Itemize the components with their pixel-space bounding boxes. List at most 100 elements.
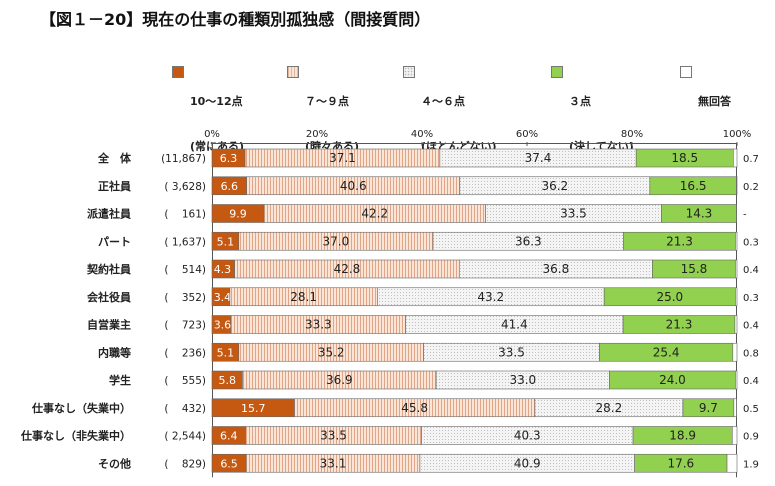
value-label: 18.9 [669,429,696,443]
bar-no-answer [735,232,737,250]
bar-no-answer [735,371,737,389]
bar-no-answer [727,454,737,472]
category-label: 会社役員 [87,290,131,304]
value-label: 16.5 [680,179,707,193]
sample-size-label: ( 829) [164,458,206,470]
value-label: 14.3 [686,207,713,221]
no-answer-label: 0.2 [743,182,759,193]
bar-no-answer [733,149,737,167]
value-label: 33.3 [305,318,332,332]
value-label: 28.2 [596,401,623,415]
sample-size-label: ( 514) [164,264,206,276]
bar-no-answer [736,177,737,195]
category-label: 正社員 [98,179,131,193]
value-label: 42.8 [334,262,361,276]
value-label: 21.3 [666,234,693,248]
chart: 【図１－20】現在の仕事の種類別孤独感（間接質問） 10～12点 (常にある) … [0,0,775,486]
value-label: 24.0 [659,373,686,387]
category-label: 自営業主 [87,318,131,332]
value-label: 21.3 [666,318,693,332]
sample-size-label: ( 352) [164,292,206,304]
value-label: 15.8 [681,262,708,276]
value-label: 45.8 [401,401,428,415]
value-label: 37.4 [525,151,552,165]
no-answer-label: 0.4 [743,321,759,332]
value-label: 42.2 [361,207,388,221]
value-label: 36.9 [326,373,353,387]
no-answer-label: 1.9 [743,459,759,470]
value-label: 33.0 [509,373,536,387]
bar-no-answer [733,343,737,361]
x-tick-label: 100% [723,129,752,140]
category-label: 学生 [109,373,131,387]
value-label: 5.1 [217,346,235,359]
value-label: 5.8 [218,374,236,387]
sample-size-label: ( 3,628) [164,181,206,193]
value-label: 37.1 [329,151,356,165]
value-label: 33.5 [560,207,587,221]
no-answer-label: - [743,210,747,221]
sample-size-label: ( 555) [164,375,206,387]
value-label: 33.1 [320,456,347,470]
bar-no-answer [732,427,737,445]
value-label: 40.9 [514,456,541,470]
value-label: 36.3 [515,234,542,248]
sample-size-label: ( 1,637) [164,236,206,248]
value-label: 43.2 [477,290,504,304]
value-label: 9.9 [229,208,247,221]
no-answer-label: 0.8 [743,348,759,359]
value-label: 6.5 [220,457,238,470]
value-label: 9.7 [699,401,718,415]
value-label: 25.4 [653,345,680,359]
sample-size-label: ( 723) [164,320,206,332]
sample-size-label: (11,867) [161,153,206,165]
value-label: 17.6 [667,456,694,470]
value-label: 40.3 [514,429,541,443]
bar-no-answer [734,399,737,417]
value-label: 41.4 [501,318,528,332]
value-label: 6.4 [220,430,238,443]
value-label: 25.0 [656,290,683,304]
x-tick-label: 80% [621,129,643,140]
sample-size-label: ( 236) [164,347,206,359]
value-label: 15.7 [241,402,266,415]
bar-no-answer [735,316,737,334]
value-label: 36.2 [541,179,568,193]
category-label: 全 体 [97,151,132,165]
bar-no-answer [735,288,737,306]
bar-no-answer [735,260,737,278]
no-answer-label: 0.3 [743,293,759,304]
category-label: 仕事なし（失業中） [31,401,131,415]
value-label: 33.5 [498,345,525,359]
no-answer-label: 0.5 [743,404,759,415]
category-label: パート [98,235,131,248]
x-tick-label: 20% [306,129,328,140]
value-label: 5.1 [217,235,235,248]
x-tick-label: 40% [411,129,433,140]
x-tick-label: 0% [204,129,220,140]
no-answer-label: 0.4 [743,265,759,276]
plot-area: 0% 20% 40% 60% 80% 100% 全 体 (11,867) 正社員 ( 3,628)… [0,0,775,486]
category-label: 仕事なし（非失業中） [20,429,131,443]
no-answer-label: 0.7 [743,154,759,165]
category-label: その他 [98,456,131,470]
value-label: 35.2 [318,345,345,359]
x-tick-label: 60% [516,129,538,140]
category-label: 内職等 [98,345,131,359]
sample-size-label: ( 432) [164,403,206,415]
value-label: 6.6 [221,180,239,193]
value-label: 33.5 [320,429,347,443]
category-label: 契約社員 [86,262,131,276]
value-label: 3.6 [214,319,232,332]
value-label: 37.0 [323,234,350,248]
no-answer-label: 0.9 [743,432,759,443]
sample-size-label: ( 161) [164,209,206,221]
category-label: 派遣社員 [87,207,131,221]
value-label: 18.5 [671,151,698,165]
value-label: 36.8 [543,262,570,276]
value-label: 40.6 [340,179,367,193]
sample-size-label: ( 2,544) [164,431,206,443]
value-label: 28.1 [290,290,317,304]
value-label: 3.4 [214,291,232,304]
value-label: 6.3 [220,152,238,165]
